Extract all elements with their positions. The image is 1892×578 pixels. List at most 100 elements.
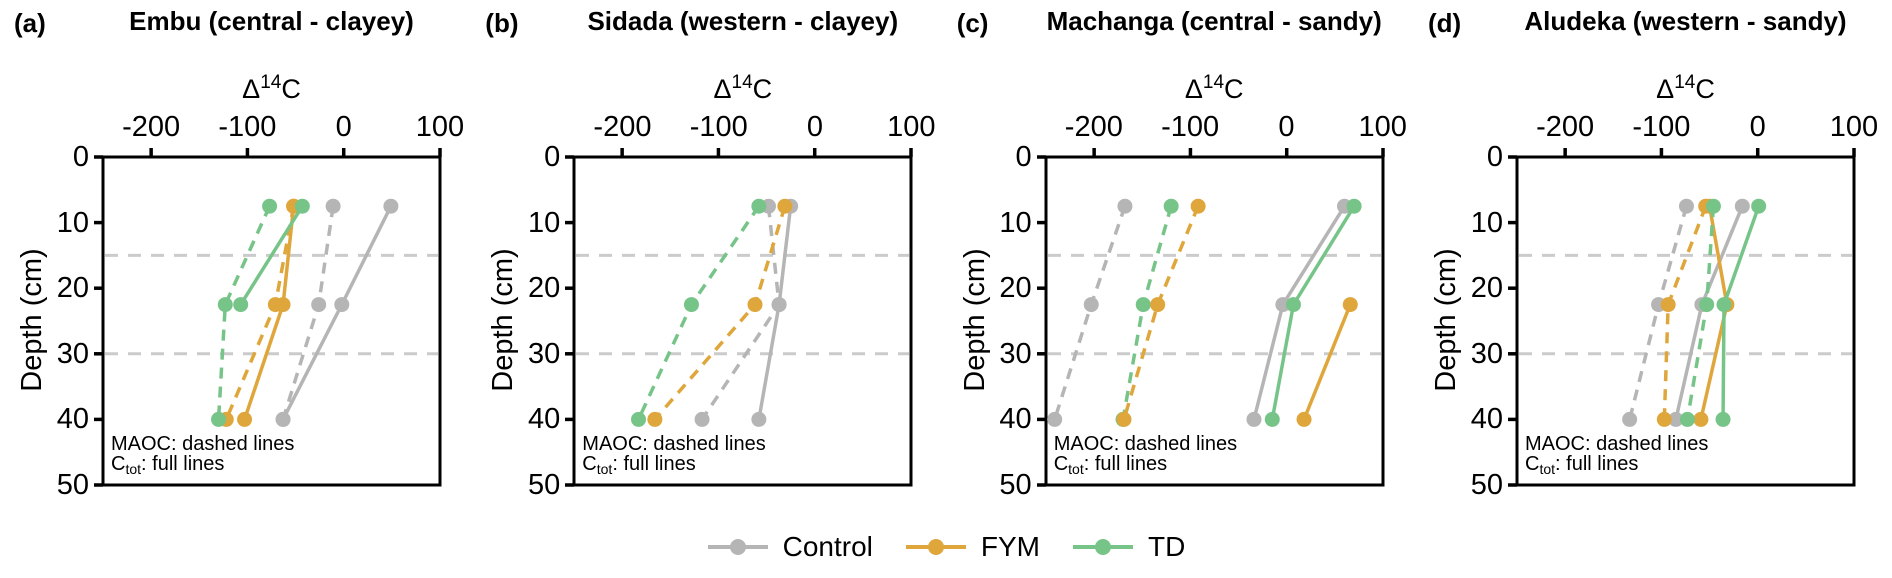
series-fym-ctot-line	[242, 206, 296, 420]
series-control-maoc-line	[1627, 205, 1689, 420]
series-control-ctot-line	[281, 205, 393, 421]
series-control-maoc-line	[700, 206, 782, 421]
legend: Control FYM TD	[0, 527, 1892, 567]
y-tick-label: 20	[528, 272, 561, 305]
series-fym-maoc-point	[1190, 198, 1206, 214]
x-axis-base-symbol: C	[1695, 74, 1715, 104]
y-tick-label: 0	[544, 141, 561, 173]
x-axis-title: Δ14C	[1046, 72, 1383, 105]
annotation-ctot-line: Ctot: full lines	[1525, 453, 1708, 477]
plot-area	[565, 148, 914, 487]
chart-panel: (b) Sidada (western - clayey) Δ14C Depth…	[471, 0, 949, 578]
y-tick-label: 10	[528, 206, 561, 239]
x-axis-superscript: 14	[731, 72, 753, 93]
annotation-ctot-suffix: : full lines	[1555, 453, 1639, 475]
y-tick-label: 50	[528, 469, 561, 501]
y-tick-label: 30	[528, 337, 561, 370]
series-control-maoc-point	[1622, 411, 1638, 427]
x-axis-title: Δ14C	[1517, 72, 1854, 105]
y-tick-label: 0	[1486, 141, 1503, 173]
panel-title: Machanga (central - sandy)	[1046, 6, 1382, 36]
series-control-ctot-point	[334, 297, 350, 313]
annotation-ctot-prefix: C	[1525, 453, 1540, 475]
series-td-ctot-point	[1751, 198, 1767, 214]
panel-title: Aludeka (western - sandy)	[1524, 6, 1847, 36]
y-tick-label: 50	[1470, 469, 1503, 501]
series-control-ctot-line	[757, 205, 793, 420]
legend-label-fym: FYM	[980, 531, 1041, 562]
panel-title: Sidada (western - clayey)	[587, 6, 899, 36]
series-control-ctot-point	[1734, 198, 1750, 214]
x-tick-label: 100	[1358, 111, 1407, 143]
series-control-maoc-point	[311, 297, 327, 313]
series-td-maoc-point	[1679, 411, 1695, 427]
y-tick-label: 10	[1470, 206, 1503, 239]
plot-area	[1508, 148, 1856, 487]
series-td-ctot-line	[1270, 205, 1356, 420]
annotation-maoc-line: MAOC: dashed lines	[1525, 433, 1709, 455]
y-tick-label: 20	[999, 272, 1032, 305]
annotation-ctot-line: Ctot: full lines	[1054, 453, 1237, 477]
series-fym-maoc-point	[647, 411, 663, 427]
series-fym-maoc-line	[1121, 205, 1200, 420]
series-fym-maoc-point	[1116, 411, 1132, 427]
x-tick-label: -100	[218, 111, 277, 143]
series-td-maoc-point	[631, 411, 647, 427]
annotation-ctot-line: Ctot: full lines	[582, 453, 765, 477]
series-control-maoc-point	[1046, 411, 1062, 427]
annotation-ctot-suffix: : full lines	[1083, 453, 1168, 475]
y-tick-label: 50	[999, 469, 1032, 501]
panel-title: Embu (central - clayey)	[129, 6, 414, 36]
series-td-maoc-point	[684, 297, 700, 313]
legend-marker-fym-icon	[905, 539, 966, 555]
series-td-maoc-point	[1135, 297, 1151, 313]
series-control-ctot-point	[751, 411, 767, 427]
y-tick-label: 30	[56, 337, 89, 370]
x-tick-label: 0	[1749, 111, 1766, 143]
x-axis-superscript: 14	[260, 72, 282, 93]
delta-symbol: Δ	[713, 74, 732, 104]
legend-label-control: Control	[782, 531, 873, 562]
series-fym-maoc-point	[1656, 411, 1672, 427]
x-axis-title: Δ14C	[103, 72, 440, 105]
plot-border	[101, 155, 442, 487]
x-tick-label: -100	[689, 111, 748, 143]
y-tick-label: 30	[1470, 337, 1503, 370]
x-tick-label: 100	[415, 111, 465, 143]
annotation-ctot-suffix: : full lines	[141, 453, 225, 475]
x-tick-label: -200	[1536, 111, 1595, 143]
y-tick-label: 0	[72, 141, 89, 173]
annotation-ctot-line: Ctot: full lines	[111, 453, 294, 477]
series-fym-maoc-point	[1660, 297, 1676, 313]
x-tick-label: 100	[1829, 111, 1879, 143]
series-fym-ctot-point	[1342, 297, 1358, 313]
x-tick-label: -100	[1161, 111, 1220, 143]
annotation-ctot-prefix: C	[111, 453, 126, 475]
annotation-ctot-subscript: tot	[125, 461, 142, 477]
series-control-maoc-point	[1083, 297, 1099, 313]
delta-symbol: Δ	[242, 74, 261, 104]
plot-border	[1044, 155, 1385, 487]
series-control-ctot-point	[771, 297, 787, 313]
series-fym-maoc-point	[777, 198, 793, 214]
y-tick-label: 30	[999, 337, 1032, 370]
series-fym-ctot-line	[1302, 303, 1352, 421]
annotation-maoc-line: MAOC: dashed lines	[582, 433, 766, 455]
y-tick-label: 20	[1470, 272, 1503, 305]
x-tick-label: 0	[806, 111, 824, 143]
series-fym-maoc-point	[747, 297, 763, 313]
x-axis-base-symbol: C	[752, 74, 773, 104]
annotation-maoc-line: MAOC: dashed lines	[1053, 433, 1238, 455]
series-td-maoc-point	[262, 198, 278, 214]
series-control-maoc-point	[694, 411, 710, 427]
chart-panel: (a) Embu (central - clayey) Δ14C Depth (…	[0, 0, 478, 578]
legend-item-td: TD	[1072, 531, 1185, 563]
series-td-maoc-point	[217, 297, 233, 313]
panel-label: (a)	[14, 8, 46, 38]
series-control-maoc-point	[1678, 198, 1694, 214]
annotation-maoc-line: MAOC: dashed lines	[111, 433, 295, 455]
plot-area	[1036, 148, 1385, 487]
annotation-ctot-prefix: C	[582, 453, 597, 475]
